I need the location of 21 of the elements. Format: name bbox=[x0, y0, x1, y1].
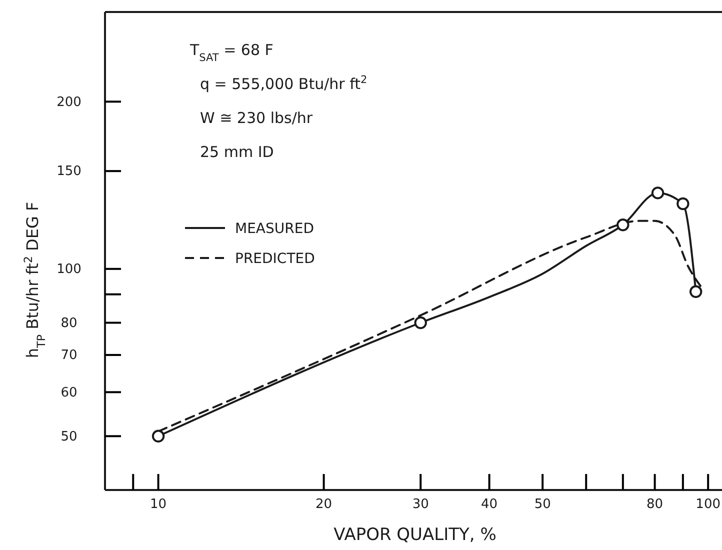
x-tick-label: 50 bbox=[534, 497, 551, 512]
x-axis-title: VAPOR QUALITY, % bbox=[334, 525, 496, 545]
y-tick-label: 60 bbox=[60, 385, 78, 400]
x-tick-label: 100 bbox=[696, 497, 720, 512]
y-tick-label: 150 bbox=[56, 164, 82, 180]
y-tick-label: 50 bbox=[60, 429, 78, 444]
annotation: W ≅ 230 lbs/hr bbox=[200, 109, 314, 127]
x-tick-label: 10 bbox=[150, 497, 167, 512]
annotation: 25 mm ID bbox=[200, 143, 274, 161]
y-tick-label: 100 bbox=[56, 262, 82, 278]
legend-label: PREDICTED bbox=[235, 251, 315, 267]
x-tick-label: 30 bbox=[412, 497, 429, 512]
y-tick-label: 80 bbox=[60, 316, 78, 331]
annotation: T$_{SAT}$ = 68 F bbox=[189, 41, 274, 64]
x-tick-label: 40 bbox=[481, 497, 498, 512]
annotation: q = 555,000 Btu/hr ft$^{2}$ bbox=[200, 74, 368, 93]
legend-label: MEASURED bbox=[235, 221, 314, 237]
y-tick-label: 70 bbox=[60, 348, 78, 364]
x-tick-label: 20 bbox=[316, 497, 332, 512]
x-tick-label: 80 bbox=[646, 497, 664, 512]
y-tick-label: 200 bbox=[56, 94, 82, 110]
